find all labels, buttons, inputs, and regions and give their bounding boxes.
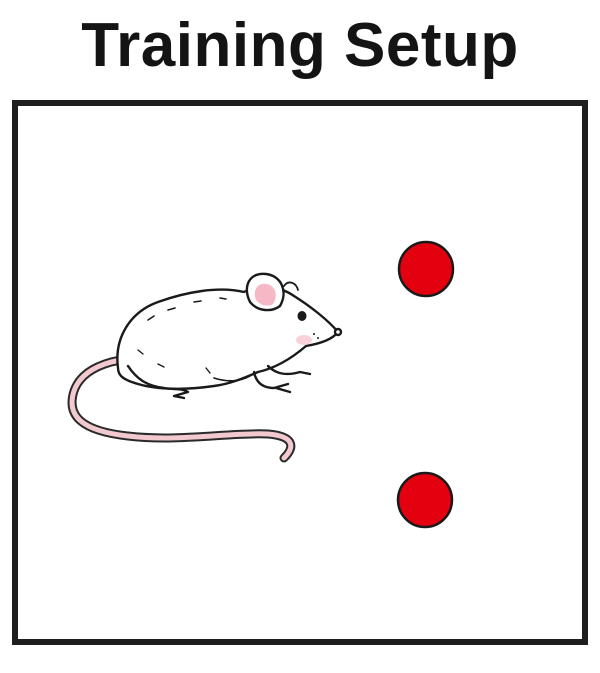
mouse-icon — [116, 272, 343, 400]
figure-title: Training Setup — [81, 11, 519, 80]
mouse-tail — [67, 353, 296, 463]
top-object — [397, 240, 455, 298]
bottom-object — [396, 471, 454, 529]
arena-drawing — [67, 240, 455, 529]
arena-box — [12, 100, 588, 645]
